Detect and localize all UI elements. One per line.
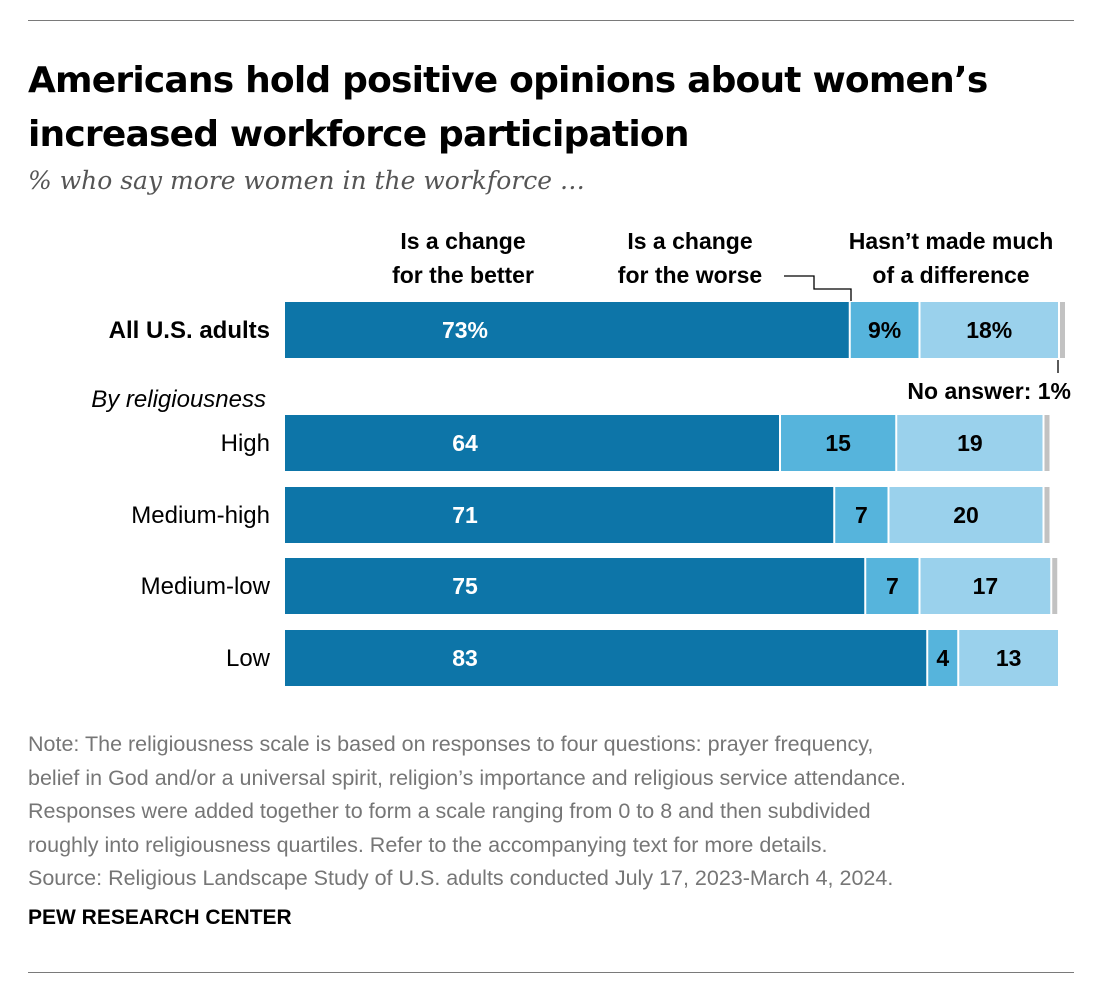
legend-connector: [784, 275, 852, 301]
bar-segment-nodiff: [889, 487, 1043, 543]
bar-segment-better: [285, 302, 849, 358]
brand-logo-text: PEW RESEARCH CENTER: [28, 906, 292, 929]
note-line: belief in God and/or a universal spirit,…: [28, 765, 907, 790]
data-label: 4: [936, 645, 949, 671]
data-label: 13: [996, 645, 1022, 671]
bar-segment-noanswer: [1044, 415, 1050, 471]
no-answer-label: No answer: 1%: [907, 378, 1071, 404]
legend-label-no-difference: Hasn’t made much: [849, 228, 1054, 254]
bar-segment-better: [285, 415, 779, 471]
chart-subtitle: % who say more women in the workforce …: [28, 166, 585, 195]
bottom-rule: [28, 972, 1074, 973]
bar-segment-better: [285, 487, 834, 543]
data-label: 17: [973, 573, 999, 599]
legend-label-worse: Is a change: [627, 228, 752, 254]
data-label: 64: [452, 430, 478, 456]
bar-segment-nodiff: [959, 630, 1058, 686]
bar-segment-worse: [835, 487, 888, 543]
category-label: High: [221, 430, 270, 457]
stacked-bar-chart: Is a change for the better Is a change for …: [91, 228, 1071, 686]
data-label: 9%: [868, 317, 901, 343]
category-label: Low: [226, 645, 271, 672]
bar-segment-noanswer: [1052, 558, 1058, 614]
bar-segment-worse: [850, 302, 919, 358]
bar-segment-noanswer: [1044, 487, 1050, 543]
bar-segment-worse: [866, 558, 919, 614]
bar-segment-noanswer: [1060, 302, 1065, 358]
bar-segment-better: [285, 630, 927, 686]
legend-label-better: Is a change: [400, 228, 525, 254]
category-label: Medium-low: [141, 573, 271, 600]
data-label: 75: [452, 573, 478, 599]
bar-segment-better: [285, 558, 865, 614]
data-label: 19: [957, 430, 983, 456]
chart-title: Americans hold positive opinions about w…: [28, 60, 988, 155]
data-label: 73%: [442, 317, 488, 343]
category-label: Medium-high: [131, 502, 270, 529]
source-line: Source: Religious Landscape Study of U.S…: [28, 866, 894, 890]
category-label: All U.S. adults: [109, 317, 270, 344]
bar-segment-worse: [928, 630, 958, 686]
group-label: By religiousness: [91, 386, 266, 413]
note-line: roughly into religiousness quartiles. Re…: [28, 832, 828, 857]
data-label: 7: [886, 573, 899, 599]
data-label: 20: [953, 502, 979, 528]
bar-segment-nodiff: [897, 415, 1043, 471]
legend-label-no-difference: of a difference: [872, 262, 1029, 288]
data-label: 18%: [966, 317, 1012, 343]
top-rule: [28, 20, 1074, 21]
bar-segment-nodiff: [920, 558, 1051, 614]
note-line: Responses were added together to form a …: [28, 799, 871, 823]
legend-label-better: for the better: [392, 262, 534, 288]
note-line: Note: The religiousness scale is based o…: [28, 732, 874, 756]
data-label: 7: [855, 502, 868, 528]
data-label: 71: [452, 502, 478, 528]
data-label: 15: [825, 430, 851, 456]
bar-segment-nodiff: [920, 302, 1058, 358]
bar-segment-worse: [781, 415, 896, 471]
data-label: 83: [452, 645, 478, 671]
notes: Note: The religiousness scale is based o…: [28, 728, 1088, 896]
legend-label-worse: for the worse: [618, 262, 762, 288]
